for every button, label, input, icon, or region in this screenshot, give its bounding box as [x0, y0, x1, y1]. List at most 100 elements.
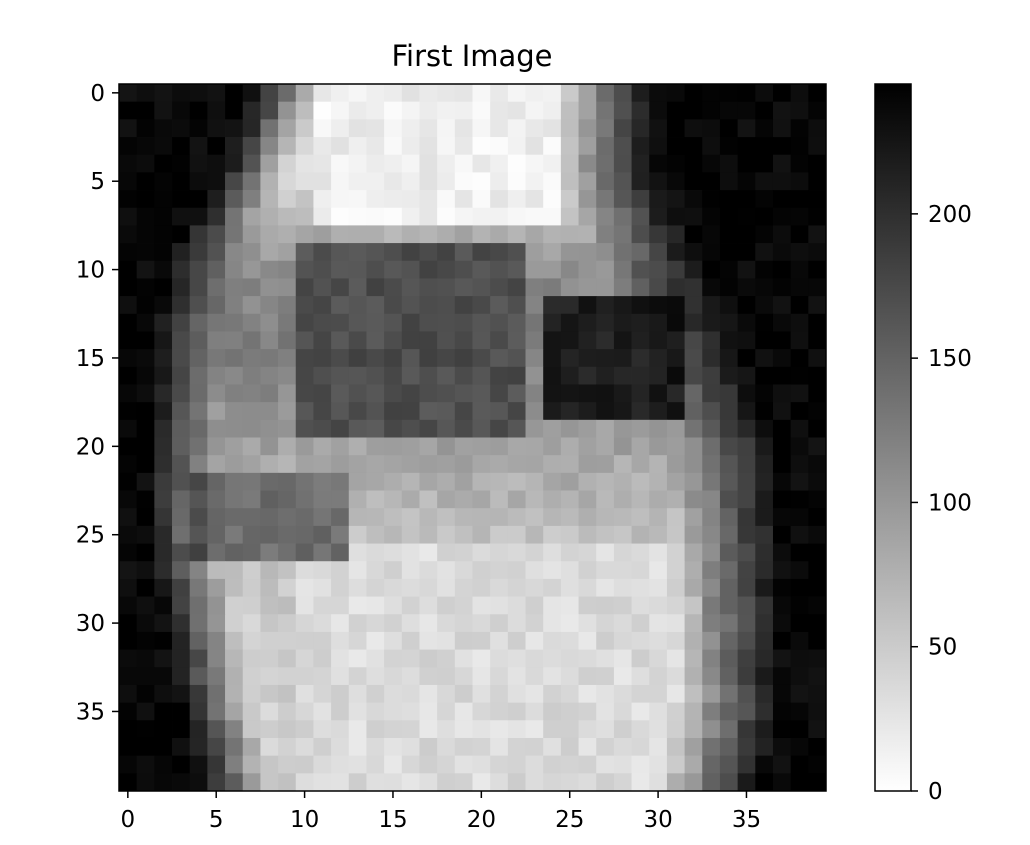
heatmap-cell	[154, 756, 172, 774]
heatmap-cell	[508, 544, 526, 562]
heatmap-cell	[207, 685, 225, 703]
heatmap-cell	[685, 137, 703, 155]
heatmap-cell	[579, 632, 597, 650]
heatmap-cell	[720, 278, 738, 296]
heatmap-cell	[543, 438, 561, 456]
heatmap-cell	[313, 261, 331, 279]
heatmap-cell	[755, 685, 773, 703]
heatmap-cell	[437, 314, 455, 332]
heatmap-cell	[720, 508, 738, 526]
heatmap-cell	[508, 225, 526, 243]
heatmap-cell	[137, 685, 155, 703]
heatmap-cell	[702, 544, 720, 562]
heatmap-cell	[366, 261, 384, 279]
heatmap-cell	[419, 650, 437, 668]
heatmap-cell	[526, 349, 544, 367]
heatmap-cell	[402, 137, 420, 155]
heatmap-cell	[685, 225, 703, 243]
heatmap-cell	[119, 420, 137, 438]
heatmap-cell	[455, 632, 473, 650]
heatmap-cell	[366, 314, 384, 332]
heatmap-cell	[508, 243, 526, 261]
heatmap-cell	[154, 455, 172, 473]
heatmap-cell	[278, 632, 296, 650]
heatmap-cell	[543, 526, 561, 544]
heatmap-cell	[137, 349, 155, 367]
heatmap-cell	[455, 667, 473, 685]
heatmap-cell	[419, 632, 437, 650]
heatmap-cell	[808, 296, 826, 314]
heatmap-cell	[685, 667, 703, 685]
heatmap-cell	[649, 597, 667, 615]
heatmap-cell	[154, 473, 172, 491]
heatmap-cell	[561, 384, 579, 402]
heatmap-cell	[172, 685, 190, 703]
heatmap-cell	[773, 278, 791, 296]
heatmap-cell	[632, 632, 650, 650]
heatmap-cell	[490, 420, 508, 438]
heatmap-cell	[243, 137, 261, 155]
heatmap-cell	[225, 685, 243, 703]
heatmap-cell	[384, 349, 402, 367]
heatmap-cell	[773, 420, 791, 438]
heatmap-cell	[649, 155, 667, 173]
heatmap-cell	[349, 614, 367, 632]
heatmap-cell	[455, 544, 473, 562]
heatmap-cell	[455, 491, 473, 509]
heatmap-cell	[154, 579, 172, 597]
heatmap-cell	[490, 579, 508, 597]
heatmap-cell	[649, 756, 667, 774]
heatmap-cell	[296, 526, 314, 544]
heatmap-cell	[755, 367, 773, 385]
heatmap-cell	[579, 84, 597, 102]
heatmap-cell	[137, 738, 155, 756]
heatmap-cell	[296, 756, 314, 774]
heatmap-cell	[190, 84, 208, 102]
heatmap-cell	[526, 561, 544, 579]
heatmap-cell	[172, 208, 190, 226]
heatmap-cell	[791, 384, 809, 402]
heatmap-cell	[278, 155, 296, 173]
heatmap-cell	[296, 155, 314, 173]
heatmap-cell	[773, 773, 791, 791]
heatmap-cell	[720, 473, 738, 491]
heatmap-cell	[207, 455, 225, 473]
heatmap-cell	[119, 84, 137, 102]
heatmap-cell	[791, 137, 809, 155]
heatmap-cell	[720, 314, 738, 332]
heatmap-cell	[172, 278, 190, 296]
heatmap-cell	[172, 455, 190, 473]
heatmap-cell	[331, 773, 349, 791]
heatmap-cell	[561, 331, 579, 349]
heatmap-cell	[331, 314, 349, 332]
heatmap-cell	[738, 597, 756, 615]
heatmap-cell	[685, 155, 703, 173]
heatmap-cell	[755, 349, 773, 367]
heatmap-cell	[313, 650, 331, 668]
heatmap-cell	[490, 84, 508, 102]
heatmap-cell	[773, 296, 791, 314]
heatmap-cell	[331, 402, 349, 420]
heatmap-cell	[296, 438, 314, 456]
heatmap-cell	[473, 261, 491, 279]
heatmap-cell	[349, 438, 367, 456]
heatmap-cell	[172, 614, 190, 632]
heatmap-cell	[508, 579, 526, 597]
heatmap-cell	[278, 402, 296, 420]
heatmap-cell	[508, 455, 526, 473]
heatmap-cell	[490, 243, 508, 261]
heatmap-cell	[154, 102, 172, 120]
heatmap-cell	[260, 402, 278, 420]
heatmap-cell	[596, 614, 614, 632]
heatmap-cell	[119, 278, 137, 296]
heatmap-cell	[419, 384, 437, 402]
heatmap-cell	[614, 261, 632, 279]
heatmap-cell	[137, 243, 155, 261]
heatmap-cell	[366, 579, 384, 597]
heatmap-cell	[543, 561, 561, 579]
heatmap-cell	[349, 384, 367, 402]
heatmap-cell	[366, 438, 384, 456]
heatmap-cell	[349, 685, 367, 703]
heatmap-cell	[331, 331, 349, 349]
heatmap-cell	[685, 438, 703, 456]
